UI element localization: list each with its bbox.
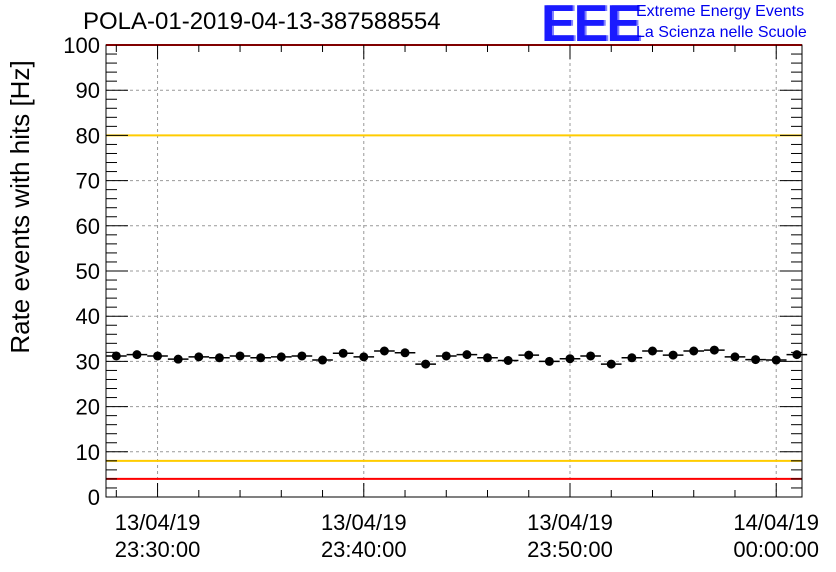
x-tick-time: 23:50:00: [527, 537, 613, 562]
x-tick-label: 13/04/19 23:50:00: [495, 509, 645, 563]
data-point: [421, 359, 431, 369]
data-point: [173, 354, 183, 364]
data-point: [503, 355, 513, 365]
data-point: [338, 348, 348, 358]
data-point: [771, 355, 781, 365]
data-point: [318, 355, 328, 365]
y-tick-label: 100: [63, 33, 100, 58]
data-points: [106, 345, 808, 369]
axis-ticks: [106, 44, 802, 498]
data-point: [153, 351, 163, 361]
x-tick-date: 14/04/19: [733, 510, 820, 535]
data-point: [647, 346, 657, 356]
y-tick-label: 10: [76, 440, 100, 465]
data-point: [276, 352, 286, 362]
x-tick-label: 13/04/19 23:40:00: [289, 509, 439, 563]
data-point: [297, 351, 307, 361]
data-point: [565, 354, 575, 364]
logo-line-2: La Scienza nelle Scuole: [636, 24, 807, 41]
data-point: [544, 356, 554, 366]
data-point: [483, 353, 493, 363]
data-point: [709, 345, 719, 355]
y-axis-label: Rate events with hits [Hz]: [5, 60, 35, 353]
reference-lines: [106, 44, 802, 480]
x-tick-date: 13/04/19: [114, 510, 201, 535]
data-point: [379, 346, 389, 356]
x-tick-date: 13/04/19: [320, 510, 407, 535]
data-point: [751, 355, 761, 365]
data-point: [441, 351, 451, 361]
x-tick-date: 13/04/19: [527, 510, 613, 535]
logo-line-1: Extreme Energy Events: [636, 3, 805, 20]
y-tick-label: 0: [88, 485, 100, 510]
grid-lines: [106, 45, 802, 497]
chart-title: POLA-01-2019-04-13-387588554: [83, 8, 441, 35]
y-tick-label: 90: [76, 78, 100, 103]
data-point: [235, 351, 245, 361]
data-point: [132, 350, 142, 360]
y-tick-label: 40: [76, 304, 100, 329]
data-point: [606, 359, 616, 369]
x-tick-time: 00:00:00: [733, 537, 820, 562]
data-point: [668, 350, 678, 360]
data-point: [400, 348, 410, 358]
y-tick-labels: 0 10 20 30 40 50 60 70 80 90 100: [63, 33, 100, 510]
y-tick-label: 30: [76, 349, 100, 374]
y-tick-label: 70: [76, 169, 100, 194]
x-tick-label: 14/04/19 00:00:00: [701, 509, 836, 563]
data-point: [111, 351, 121, 361]
y-tick-label: 20: [76, 395, 100, 420]
y-tick-label: 50: [76, 259, 100, 284]
data-point: [256, 353, 266, 363]
data-point: [586, 351, 596, 361]
data-point: [627, 353, 637, 363]
data-point: [792, 350, 802, 360]
x-tick-time: 23:30:00: [114, 537, 201, 562]
data-point: [689, 346, 699, 356]
data-point: [194, 352, 204, 362]
eee-logo: EEE: [541, 0, 641, 53]
y-tick-label: 80: [76, 123, 100, 148]
x-tick-label: 13/04/19 23:30:00: [83, 509, 233, 563]
data-point: [359, 352, 369, 362]
y-tick-label: 60: [76, 214, 100, 239]
data-point: [524, 350, 534, 360]
data-point: [214, 353, 224, 363]
data-point: [730, 352, 740, 362]
data-point: [462, 350, 472, 360]
x-tick-time: 23:40:00: [320, 537, 407, 562]
